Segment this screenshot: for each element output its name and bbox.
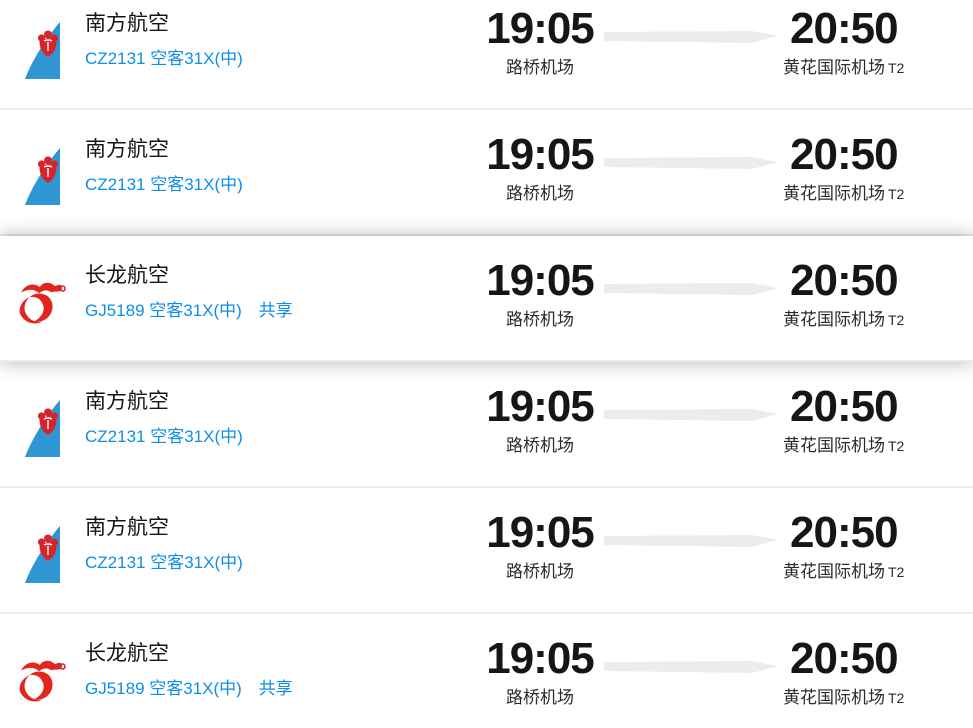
codeshare-label: 共享 [258, 301, 293, 320]
departure-airport: 路桥机场 [506, 562, 574, 581]
arrival-time: 20:50 [790, 130, 899, 179]
airline-logo-icon [18, 395, 68, 459]
airline-name: 南方航空 [85, 516, 169, 539]
flight-info: GJ5189 空客31X(中) 共享 [85, 678, 293, 700]
right-arrow-icon [604, 156, 778, 170]
arrival-airport-name: 黄花国际机场 [783, 310, 885, 329]
right-arrow-icon [604, 30, 778, 44]
departure-block: 19:05 路桥机场 [455, 636, 625, 708]
arrival-time: 20:50 [790, 382, 899, 431]
departure-time: 19:05 [486, 256, 595, 305]
flight-row[interactable]: 长龙航空 GJ5189 空客31X(中) 共享 19:05 路桥机场 20:50… [0, 614, 973, 728]
flight-number-aircraft: GJ5189 空客31X(中) [85, 301, 242, 320]
arrival-terminal: T2 [888, 312, 905, 328]
flight-number-aircraft: GJ5189 空客31X(中) [85, 679, 242, 698]
flight-row[interactable]: 长龙航空 GJ5189 空客31X(中) 共享 19:05 路桥机场 20:50… [0, 236, 973, 362]
arrival-block: 20:50 黄花国际机场 T2 [783, 132, 973, 204]
flight-info: CZ2131 空客31X(中) [85, 48, 243, 70]
arrival-terminal: T2 [888, 564, 905, 580]
airline-name: 南方航空 [85, 138, 169, 161]
right-arrow-icon [604, 282, 778, 296]
codeshare-label: 共享 [258, 679, 293, 698]
flight-row[interactable]: 南方航空 CZ2131 空客31X(中) 19:05 路桥机场 20:50 黄花… [0, 488, 973, 614]
departure-block: 19:05 路桥机场 [455, 258, 625, 330]
arrival-terminal: T2 [888, 438, 905, 454]
departure-time: 19:05 [486, 382, 595, 431]
airline-name: 长龙航空 [85, 264, 169, 287]
departure-block: 19:05 路桥机场 [455, 510, 625, 582]
right-arrow-icon [604, 408, 778, 422]
arrival-airport: 黄花国际机场 T2 [783, 562, 973, 582]
arrival-block: 20:50 黄花国际机场 T2 [783, 6, 973, 78]
right-arrow-icon [604, 534, 778, 548]
flight-number-aircraft: CZ2131 空客31X(中) [85, 49, 243, 68]
flight-info: CZ2131 空客31X(中) [85, 552, 243, 574]
arrival-time: 20:50 [790, 634, 899, 683]
arrival-airport-name: 黄花国际机场 [783, 58, 885, 77]
flight-number-aircraft: CZ2131 空客31X(中) [85, 553, 243, 572]
arrival-airport: 黄花国际机场 T2 [783, 436, 973, 456]
arrival-block: 20:50 黄花国际机场 T2 [783, 510, 973, 582]
airline-logo-icon [18, 143, 68, 207]
arrival-time: 20:50 [790, 508, 899, 557]
arrival-terminal: T2 [888, 186, 905, 202]
right-arrow-icon [604, 660, 778, 674]
arrival-block: 20:50 黄花国际机场 T2 [783, 384, 973, 456]
arrival-airport: 黄花国际机场 T2 [783, 184, 973, 204]
flight-info: CZ2131 空客31X(中) [85, 426, 243, 448]
departure-time: 19:05 [486, 634, 595, 683]
departure-block: 19:05 路桥机场 [455, 6, 625, 78]
airline-name: 长龙航空 [85, 642, 169, 665]
arrival-airport-name: 黄花国际机场 [783, 184, 885, 203]
airline-logo-icon [18, 17, 68, 81]
departure-block: 19:05 路桥机场 [455, 384, 625, 456]
airline-name: 南方航空 [85, 12, 169, 35]
flight-number-aircraft: CZ2131 空客31X(中) [85, 175, 243, 194]
departure-time: 19:05 [486, 508, 595, 557]
airline-logo-icon [18, 269, 68, 333]
arrival-airport: 黄花国际机场 T2 [783, 310, 973, 330]
arrival-block: 20:50 黄花国际机场 T2 [783, 636, 973, 708]
flight-row[interactable]: 南方航空 CZ2131 空客31X(中) 19:05 路桥机场 20:50 黄花… [0, 362, 973, 488]
airline-name: 南方航空 [85, 390, 169, 413]
arrival-airport: 黄花国际机场 T2 [783, 688, 973, 708]
departure-time: 19:05 [486, 4, 595, 53]
airline-logo-icon [18, 521, 68, 585]
arrival-block: 20:50 黄花国际机场 T2 [783, 258, 973, 330]
arrival-airport-name: 黄花国际机场 [783, 562, 885, 581]
departure-airport: 路桥机场 [506, 436, 574, 455]
flight-number-aircraft: CZ2131 空客31X(中) [85, 427, 243, 446]
departure-airport: 路桥机场 [506, 58, 574, 77]
arrival-airport-name: 黄花国际机场 [783, 688, 885, 707]
arrival-terminal: T2 [888, 60, 905, 76]
arrival-time: 20:50 [790, 4, 899, 53]
departure-airport: 路桥机场 [506, 310, 574, 329]
flight-info: CZ2131 空客31X(中) [85, 174, 243, 196]
flight-row[interactable]: 南方航空 CZ2131 空客31X(中) 19:05 路桥机场 20:50 黄花… [0, 110, 973, 236]
flight-row[interactable]: 南方航空 CZ2131 空客31X(中) 19:05 路桥机场 20:50 黄花… [0, 0, 973, 110]
departure-time: 19:05 [486, 130, 595, 179]
flight-info: GJ5189 空客31X(中) 共享 [85, 300, 293, 322]
arrival-time: 20:50 [790, 256, 899, 305]
departure-airport: 路桥机场 [506, 184, 574, 203]
arrival-airport-name: 黄花国际机场 [783, 436, 885, 455]
arrival-terminal: T2 [888, 690, 905, 706]
arrival-airport: 黄花国际机场 T2 [783, 58, 973, 78]
departure-block: 19:05 路桥机场 [455, 132, 625, 204]
airline-logo-icon [18, 647, 68, 711]
departure-airport: 路桥机场 [506, 688, 574, 707]
